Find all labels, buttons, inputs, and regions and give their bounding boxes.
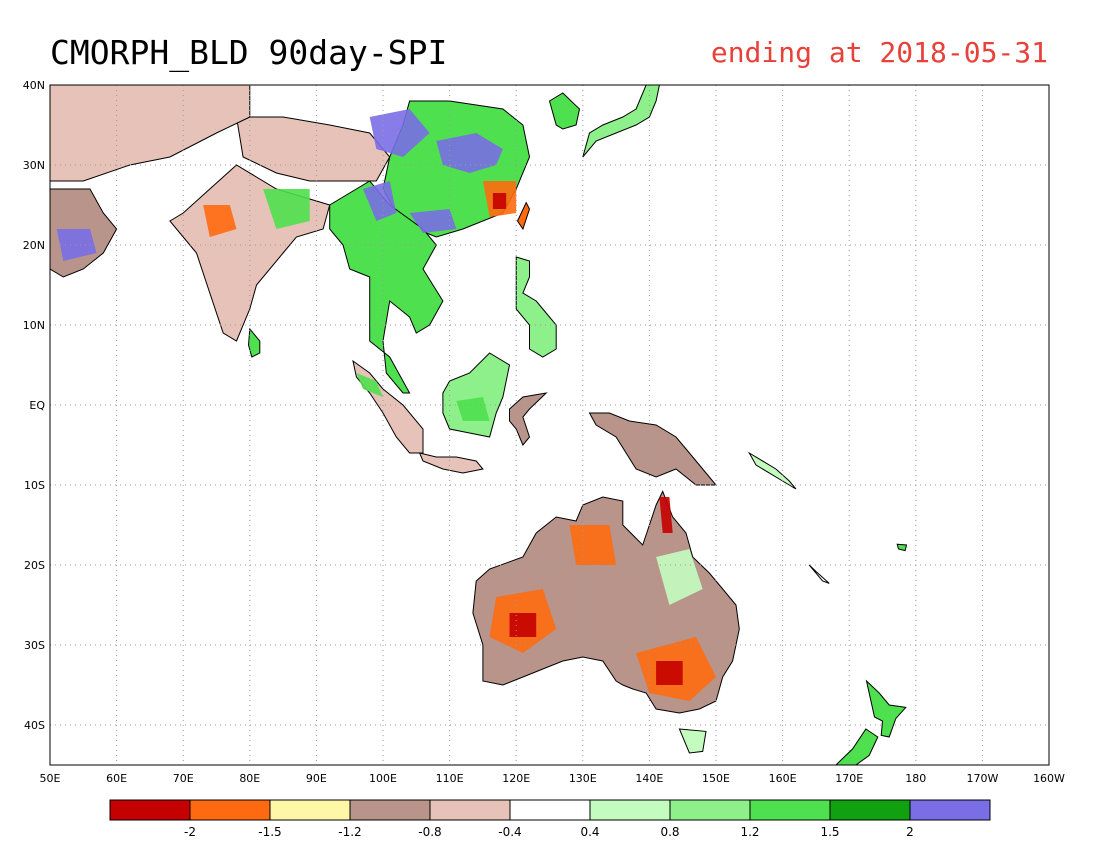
lon-tick-label: 100E [369, 772, 397, 785]
spi-patch-nt-dry [569, 525, 617, 565]
land-java [418, 452, 484, 474]
legend-swatch [269, 799, 351, 821]
lon-tick-label: 110E [436, 772, 464, 785]
lon-tick-label: 70E [173, 772, 194, 785]
legend-label: -2 [184, 825, 196, 839]
legend-label: 2 [906, 825, 914, 839]
legend-label: 1.5 [820, 825, 839, 839]
spi-patch-borneo-wet [456, 397, 490, 421]
legend-swatch [909, 799, 991, 821]
spi-patch-india-dry [203, 205, 237, 237]
lon-tick-label: 120E [502, 772, 530, 785]
lat-tick-label: 10S [24, 479, 45, 492]
lat-tick-label: 10N [23, 319, 45, 332]
spi-patch-se-aus-core [656, 661, 683, 685]
spi-patch-gujarat-wet [56, 229, 97, 261]
lon-tick-label: 130E [569, 772, 597, 785]
lat-tick-label: 20N [23, 239, 45, 252]
legend-label: -0.4 [498, 825, 521, 839]
legend-label: -1.5 [258, 825, 281, 839]
lat-tick-label: 30S [24, 639, 45, 652]
lon-tick-label: 80E [239, 772, 260, 785]
lat-tick-label: 40N [23, 79, 45, 92]
legend-label: -1.2 [338, 825, 361, 839]
lat-tick-label: EQ [29, 399, 45, 412]
spi-patch-guangxi-wet [409, 209, 457, 233]
lat-lon-grid [50, 85, 1049, 765]
lon-tick-label: 90E [306, 772, 327, 785]
land-nz-south [835, 728, 879, 765]
lat-tick-label: 30N [23, 159, 45, 172]
legend-swatch [109, 799, 191, 821]
legend-label: 1.2 [740, 825, 759, 839]
spi-patch-queensland-wet [656, 549, 703, 605]
legend-label: -0.8 [418, 825, 441, 839]
land-tibet-plateau [235, 116, 391, 182]
lon-tick-label: 170W [966, 772, 998, 785]
legend-swatch [829, 799, 911, 821]
lon-tick-label: 50E [40, 772, 61, 785]
lon-tick-label: 160W [1033, 772, 1065, 785]
land-tasmania [678, 728, 707, 754]
lon-tick-label: 150E [702, 772, 730, 785]
land-nz-north [865, 679, 907, 738]
land-philippines [515, 256, 557, 358]
legend-swatch [509, 799, 591, 821]
lat-tick-label: 20S [24, 559, 45, 572]
spi-patch-se-china-core [492, 193, 507, 209]
land-korea [548, 92, 581, 130]
legend-swatch [749, 799, 831, 821]
legend-swatch [589, 799, 671, 821]
lon-tick-label: 60E [106, 772, 127, 785]
spi-patch-wa-core [509, 613, 537, 637]
spi-patch-sichuan-wet [369, 109, 430, 157]
legend-swatch [189, 799, 271, 821]
land-fiji [896, 543, 908, 552]
legend-swatch [669, 799, 751, 821]
lon-tick-label: 180 [905, 772, 926, 785]
spi-patch-sumatra-wet [356, 373, 383, 397]
spi-patch-yunnan-wet [363, 181, 397, 221]
map-title: CMORPH_BLD 90day-SPI [50, 33, 447, 73]
map-subtitle: ending at 2018-05-31 [711, 36, 1048, 69]
land-solomons [747, 451, 797, 490]
spi-patch-yangtze-wet [436, 133, 503, 173]
spi-patch-india-wet [263, 189, 310, 229]
land-taiwan [516, 201, 531, 231]
lon-tick-label: 160E [769, 772, 797, 785]
land-sri-lanka [247, 327, 261, 358]
spi-anomaly-layer [56, 109, 716, 701]
lon-tick-label: 140E [635, 772, 663, 785]
land-borneo [442, 352, 511, 438]
land-new-caledonia [808, 564, 830, 584]
legend-label: 0.4 [580, 825, 599, 839]
land-japan [582, 85, 660, 158]
land-sulawesi [509, 392, 548, 446]
map-frame [49, 84, 1050, 766]
lon-tick-label: 170E [835, 772, 863, 785]
legend-label: 0.8 [660, 825, 679, 839]
legend-swatch [429, 799, 511, 821]
spi-patch-cape-york-dry [659, 497, 673, 533]
lat-tick-label: 40S [24, 719, 45, 732]
map-axes: 50E 60E 70E 80E 90E 100E 110E 120E 130E 140E 150E 1… [23, 79, 1065, 785]
spi-legend: -2 -1.5 -1.2 -0.8 -0.4 0.4 0.8 1.2 1.5 2 [109, 799, 991, 839]
legend-swatch [349, 799, 431, 821]
